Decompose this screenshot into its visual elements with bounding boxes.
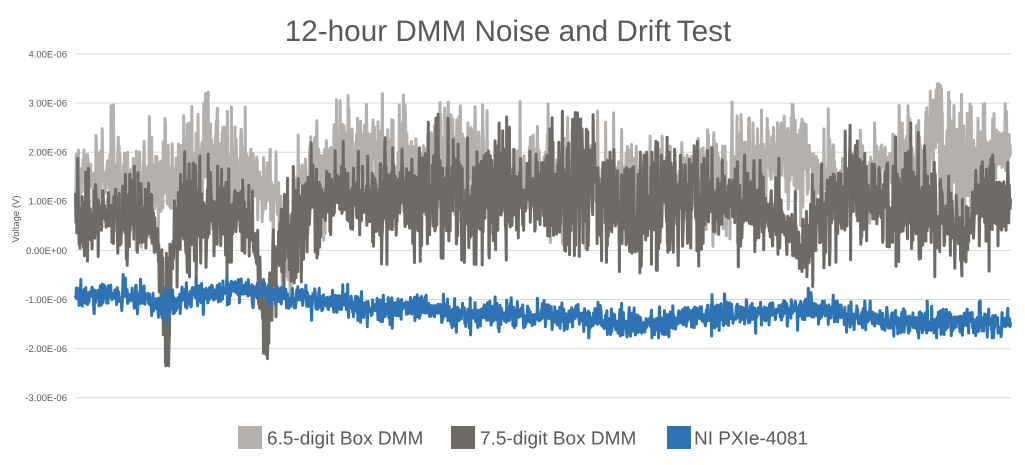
svg-text:-3.00E-06: -3.00E-06 <box>25 393 67 404</box>
svg-text:-2.00E-06: -2.00E-06 <box>25 344 67 355</box>
svg-text:4.00E-06: 4.00E-06 <box>28 49 67 60</box>
svg-text:2.00E-06: 2.00E-06 <box>28 148 67 159</box>
svg-text:Voltage (V): Voltage (V) <box>11 196 22 243</box>
svg-text:6.5-digit Box DMM: 6.5-digit Box DMM <box>267 429 423 450</box>
svg-text:7.5-digit Box DMM: 7.5-digit Box DMM <box>480 429 636 450</box>
svg-text:0.00E+00: 0.00E+00 <box>26 246 67 257</box>
svg-text:NI PXIe-4081: NI PXIe-4081 <box>694 429 808 450</box>
svg-text:3.00E-06: 3.00E-06 <box>28 99 67 110</box>
svg-text:1.00E-06: 1.00E-06 <box>28 197 67 208</box>
svg-text:-1.00E-06: -1.00E-06 <box>25 295 67 306</box>
svg-text:12-hour DMM Noise and Drift Te: 12-hour DMM Noise and Drift Test <box>285 15 732 48</box>
